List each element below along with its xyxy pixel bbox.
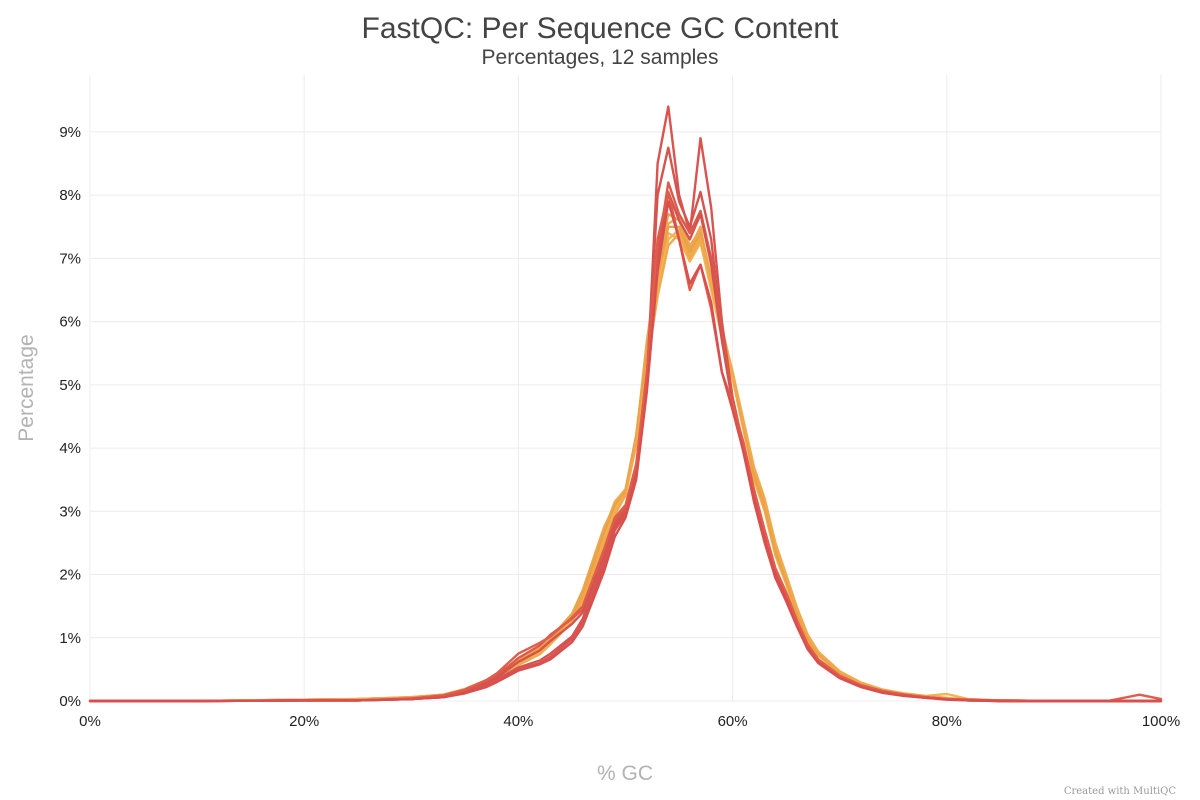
chart-subtitle: Percentages, 12 samples <box>482 46 719 69</box>
y-tick-label: 9% <box>59 124 81 141</box>
series-line-sample_07[interactable] <box>88 105 1163 703</box>
chart-title: FastQC: Per Sequence GC Content <box>362 12 840 45</box>
series-line-sample_08[interactable] <box>88 146 1163 703</box>
x-tick-label: 100% <box>1142 713 1180 730</box>
series-line-sample_04[interactable] <box>88 231 1163 703</box>
y-tick-label: 4% <box>59 440 81 457</box>
gridlines <box>89 75 1162 702</box>
y-tick-label: 7% <box>59 250 81 267</box>
series-line-sample_05[interactable] <box>88 225 1163 703</box>
series-line-sample_11[interactable] <box>88 190 1163 703</box>
y-tick-label: 3% <box>59 503 81 520</box>
y-tick-label: 8% <box>59 187 81 204</box>
y-axis-title: Percentage <box>15 334 38 441</box>
series-line-sample_03[interactable] <box>88 212 1163 703</box>
y-tick-label: 6% <box>59 314 81 331</box>
axis-ticks: 0% 20% 40% 60% 80% 100% 0% 1% 2% 3% 4% 5% 6% 7% 8% 9% <box>59 124 1180 730</box>
series-line-sample_09[interactable] <box>88 181 1163 703</box>
y-tick-label: 1% <box>59 630 81 647</box>
y-tick-label: 5% <box>59 377 81 394</box>
series-line-sample_10[interactable] <box>88 190 1163 703</box>
y-tick-label: 2% <box>59 567 81 584</box>
x-tick-label: 60% <box>718 713 748 730</box>
x-tick-label: 80% <box>932 713 962 730</box>
series-line-sample_06[interactable] <box>88 231 1163 703</box>
series-line-sample_01[interactable] <box>88 216 1163 703</box>
series-lines <box>88 105 1163 703</box>
series-line-sample_12[interactable] <box>88 200 1163 703</box>
x-tick-label: 20% <box>289 713 319 730</box>
x-tick-label: 40% <box>503 713 533 730</box>
x-tick-label: 0% <box>79 713 101 730</box>
x-axis-title: % GC <box>597 762 653 785</box>
credit-label: Created with MultiQC <box>1064 786 1177 797</box>
series-line-sample_02[interactable] <box>88 228 1163 703</box>
y-tick-label: 0% <box>59 693 81 710</box>
